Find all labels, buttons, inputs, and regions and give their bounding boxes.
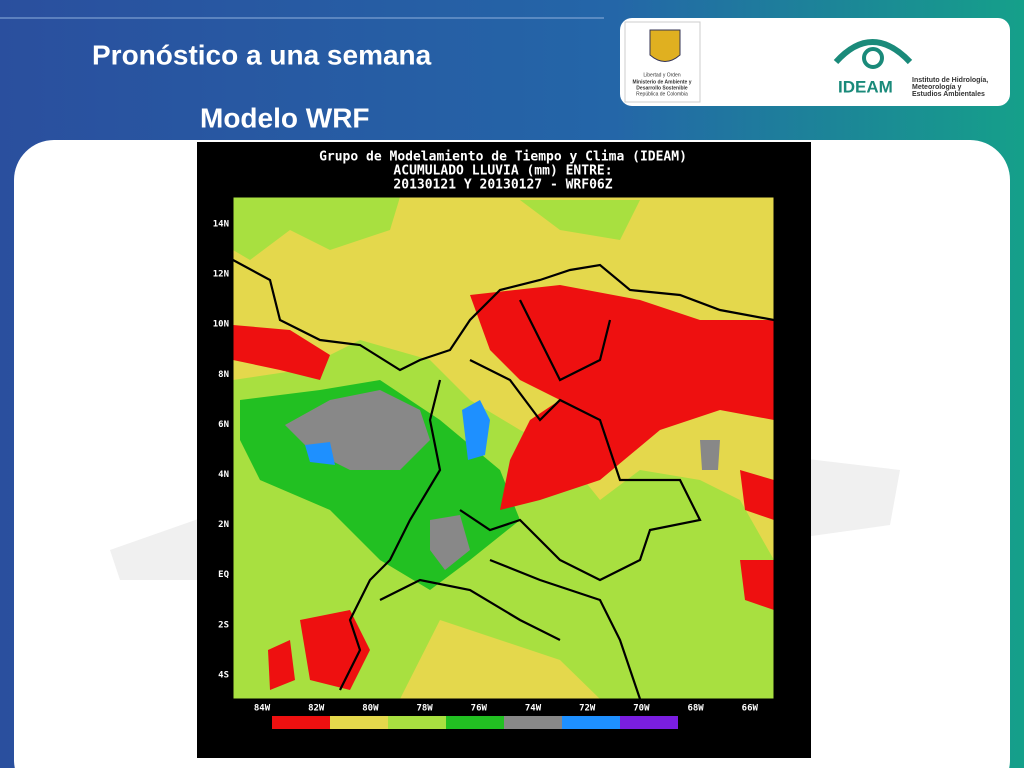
- lon-label: 76W: [471, 704, 488, 714]
- legend-label: 7: [381, 728, 388, 741]
- legend-label: 420: [658, 728, 678, 741]
- rain-field: [233, 197, 740, 690]
- ideam-logo: [862, 47, 884, 69]
- lon-label: 84W: [254, 704, 271, 714]
- coastline: [339, 379, 442, 691]
- slide-subtitle: Modelo WRF: [200, 102, 370, 133]
- border: [379, 578, 561, 641]
- plot-border: [232, 196, 775, 700]
- map-plot: [233, 197, 774, 699]
- map-title: Grupo de Modelamiento de Tiempo y Clima …: [319, 150, 687, 165]
- legend-swatch: [562, 716, 620, 729]
- rain-field: [233, 325, 774, 690]
- lon-label: 70W: [633, 704, 650, 714]
- legend-swatch: [388, 716, 446, 729]
- lon-label: 80W: [362, 704, 379, 714]
- lat-label: 4N: [218, 470, 229, 480]
- legend-swatch: [504, 716, 562, 729]
- ideam-full: Instituto de Hidrología,: [912, 77, 988, 84]
- legend-swatch: [330, 716, 388, 729]
- ministry-text: Ministerio de Ambiente y: [633, 79, 692, 85]
- lat-label: 6N: [218, 420, 229, 430]
- lon-label: 66W: [742, 704, 759, 714]
- lon-label: 68W: [687, 704, 704, 714]
- rain-field: [305, 400, 490, 465]
- logo-frame: [624, 21, 701, 103]
- ideam-logo: [833, 39, 913, 65]
- coat-of-arms: [649, 29, 681, 62]
- legend-swatch: [446, 716, 504, 729]
- lat-label: EQ: [218, 570, 229, 580]
- border: [519, 299, 612, 382]
- ideam-full: Estudios Ambientales: [912, 91, 985, 98]
- slide-title: Pronóstico a una semana: [92, 39, 432, 70]
- legend-swatch: [272, 716, 330, 729]
- rain-field: [285, 390, 720, 570]
- lon-label: 78W: [416, 704, 433, 714]
- legend-label: 70: [491, 728, 504, 741]
- footer-center: Elaboro: Franklyn RUIZ (Sub. Meteorologi…: [364, 740, 642, 753]
- lon-label: 74W: [525, 704, 542, 714]
- lat-label: 14N: [213, 220, 229, 230]
- legend-label: 280: [600, 728, 620, 741]
- legend-label: 140: [542, 728, 562, 741]
- logo-panel: [620, 18, 1010, 106]
- lon-label: 72W: [579, 704, 596, 714]
- lat-label: 8N: [218, 370, 229, 380]
- lon-label: 82W: [308, 704, 325, 714]
- lat-label: 2N: [218, 520, 229, 530]
- map-title: ACUMULADO LLUVIA (mm) ENTRE:: [393, 164, 612, 179]
- border: [489, 558, 642, 699]
- footer-left: GrADS: COLA/IGES: [201, 746, 278, 755]
- map-title: 20130121 Y 20130127 - WRF06Z: [393, 178, 612, 193]
- footer-right: 2013-01-21-14:16: [731, 746, 808, 755]
- legend-label: 35: [433, 728, 446, 741]
- border: [459, 359, 702, 582]
- ministry-text: Desarrollo Sostenible: [636, 85, 688, 91]
- lat-label: 12N: [213, 270, 229, 280]
- legend-label: 0.7: [310, 728, 330, 741]
- rain-field: [470, 285, 774, 510]
- ideam-name: IDEAM: [838, 77, 893, 96]
- lat-label: 10N: [213, 320, 229, 330]
- ministry-text: Libertad y Orden: [643, 72, 680, 78]
- ideam-full: Meteorología y: [912, 84, 962, 91]
- legend-swatch: [620, 716, 678, 729]
- coastline: [233, 259, 774, 372]
- lat-label: 4S: [218, 670, 229, 680]
- lat-label: 2S: [218, 620, 229, 630]
- ministry-text: República de Colombia: [636, 91, 688, 97]
